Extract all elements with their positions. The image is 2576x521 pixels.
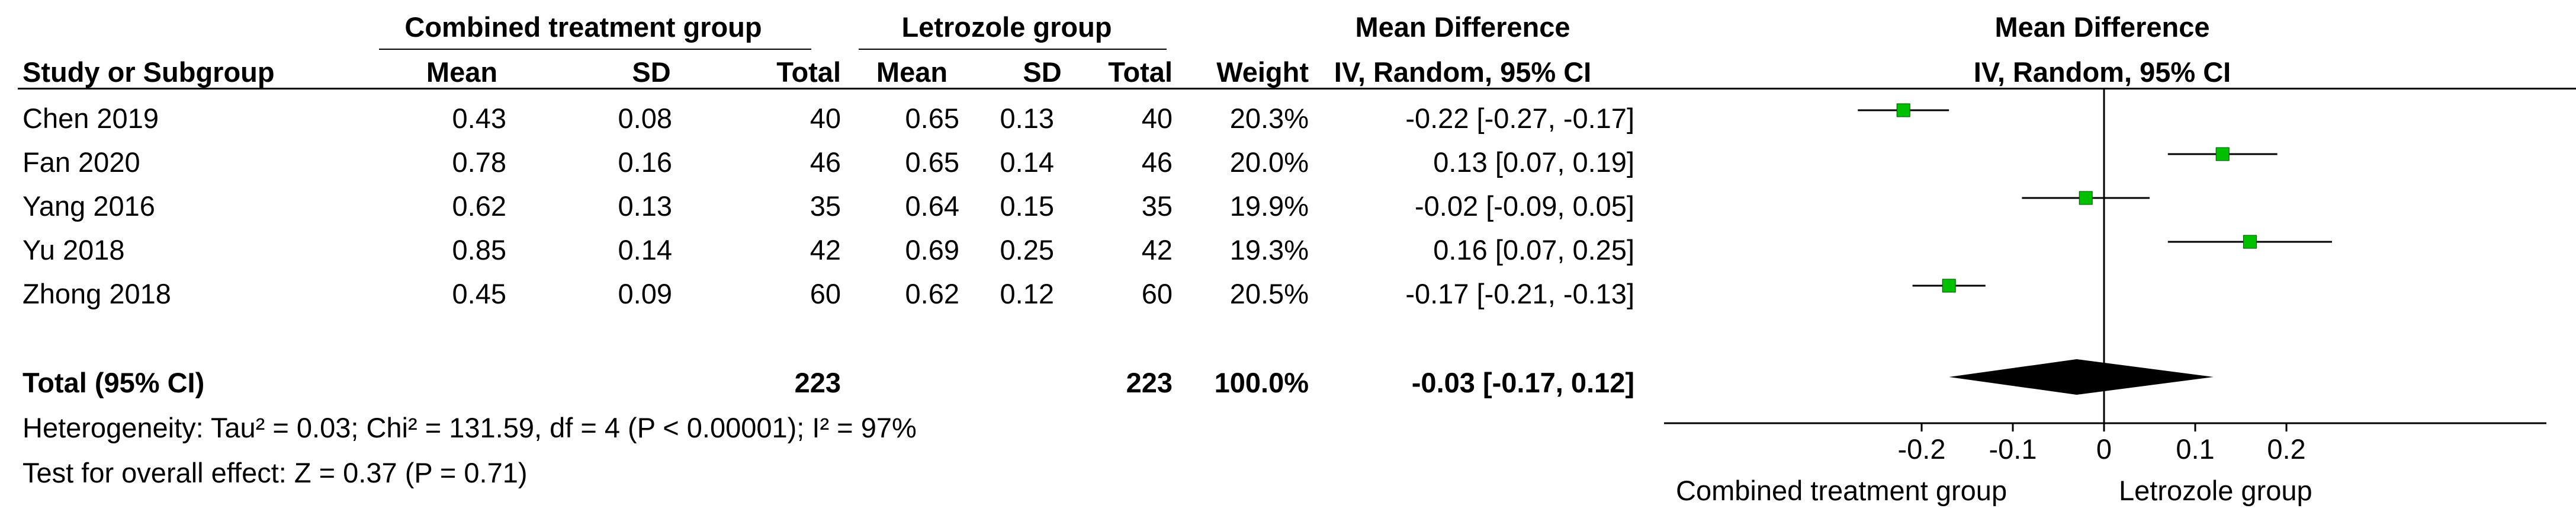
cell-c-mean: 0.65 xyxy=(905,146,959,178)
effect-header: Mean Difference xyxy=(1355,11,1570,43)
cell-c-total: 60 xyxy=(1141,278,1173,309)
cell-weight: 19.3% xyxy=(1229,234,1309,266)
cell-e-total: 35 xyxy=(810,190,841,222)
cell-e-sd: 0.09 xyxy=(618,278,672,309)
x-tick-label: 0.1 xyxy=(2176,433,2214,465)
cell-c-sd: 0.25 xyxy=(1000,234,1054,266)
cell-weight: 20.5% xyxy=(1229,278,1309,309)
x-tick-label: 0.2 xyxy=(2267,433,2305,465)
effect-marker xyxy=(1896,103,1910,117)
cell-c-total: 40 xyxy=(1141,103,1173,134)
x-tick-label: -0.2 xyxy=(1898,433,1946,465)
cell-effect: -0.02 [-0.09, 0.05] xyxy=(1414,190,1634,222)
control-header-rule xyxy=(859,49,1167,50)
cell-c-sd: 0.12 xyxy=(1000,278,1054,309)
cell-c-mean: 0.65 xyxy=(905,103,959,134)
cell-e-mean: 0.45 xyxy=(452,278,506,309)
cell-study: Zhong 2018 xyxy=(23,278,171,309)
cell-e-sd: 0.08 xyxy=(618,103,672,134)
cell-effect: -0.22 [-0.27, -0.17] xyxy=(1405,103,1634,134)
effect-marker xyxy=(2243,235,2257,249)
cell-c-total: 35 xyxy=(1141,190,1173,222)
cell-e-total: 42 xyxy=(810,234,841,266)
cell-c-mean: 0.69 xyxy=(905,234,959,266)
cell-study: Yu 2018 xyxy=(23,234,125,266)
heterogeneity-text: Heterogeneity: Tau² = 0.03; Chi² = 131.5… xyxy=(23,412,917,443)
x-tick-label: -0.1 xyxy=(1989,433,2037,465)
plot-title: Mean Difference xyxy=(1994,11,2210,43)
cell-e-sd: 0.16 xyxy=(618,146,672,178)
cell-c-sd: 0.15 xyxy=(1000,190,1054,222)
effect-marker xyxy=(2079,191,2093,205)
cell-effect: 0.16 [0.07, 0.25] xyxy=(1433,234,1634,266)
cell-c-mean: 0.64 xyxy=(905,190,959,222)
col-study: Study or Subgroup xyxy=(23,56,275,88)
cell-e-total: 60 xyxy=(810,278,841,309)
experimental-group-header: Combined treatment group xyxy=(404,11,762,43)
cell-e-sd: 0.13 xyxy=(618,190,672,222)
col-c-mean: Mean xyxy=(876,56,948,88)
col-e-mean: Mean xyxy=(426,56,498,88)
control-group-header: Letrozole group xyxy=(901,11,1112,43)
cell-e-mean: 0.43 xyxy=(452,103,506,134)
overall-effect-text: Test for overall effect: Z = 0.37 (P = 0… xyxy=(23,457,528,488)
cell-c-sd: 0.13 xyxy=(1000,103,1054,134)
pooled-diamond xyxy=(1949,359,2214,395)
cell-e-mean: 0.85 xyxy=(452,234,506,266)
cell-study: Chen 2019 xyxy=(23,103,159,134)
cell-study: Yang 2016 xyxy=(23,190,155,222)
cell-e-total: 40 xyxy=(810,103,841,134)
effect-marker xyxy=(1942,279,1956,293)
total-e-total: 223 xyxy=(794,367,841,398)
cell-study: Fan 2020 xyxy=(23,146,140,178)
cell-e-total: 46 xyxy=(810,146,841,178)
cell-weight: 20.0% xyxy=(1229,146,1309,178)
cell-e-mean: 0.78 xyxy=(452,146,506,178)
col-c-total: Total xyxy=(1108,56,1173,88)
cell-effect: 0.13 [0.07, 0.19] xyxy=(1433,146,1634,178)
col-weight: Weight xyxy=(1216,56,1309,88)
plot-subtitle: IV, Random, 95% CI xyxy=(1973,56,2231,88)
cell-c-total: 46 xyxy=(1141,146,1173,178)
cell-weight: 20.3% xyxy=(1229,103,1309,134)
cell-e-sd: 0.14 xyxy=(618,234,672,266)
total-label: Total (95% CI) xyxy=(23,367,205,398)
favours-right-label: Letrozole group xyxy=(2119,475,2312,506)
col-e-total: Total xyxy=(776,56,841,88)
cell-c-sd: 0.14 xyxy=(1000,146,1054,178)
col-effect: IV, Random, 95% CI xyxy=(1334,56,1592,88)
cell-e-mean: 0.62 xyxy=(452,190,506,222)
favours-left-label: Combined treatment group xyxy=(1676,475,2008,506)
cell-c-mean: 0.62 xyxy=(905,278,959,309)
total-effect: -0.03 [-0.17, 0.12] xyxy=(1411,367,1634,398)
experimental-header-rule xyxy=(379,49,811,50)
cell-c-total: 42 xyxy=(1141,234,1173,266)
cell-effect: -0.17 [-0.21, -0.13] xyxy=(1405,278,1634,309)
cell-weight: 19.9% xyxy=(1229,190,1309,222)
effect-marker xyxy=(2215,147,2230,161)
col-e-sd: SD xyxy=(632,56,671,88)
col-c-sd: SD xyxy=(1023,56,1062,88)
header-rule xyxy=(18,88,2576,90)
x-tick-label: 0 xyxy=(2096,433,2112,465)
total-c-total: 223 xyxy=(1126,367,1173,398)
total-weight: 100.0% xyxy=(1214,367,1309,398)
